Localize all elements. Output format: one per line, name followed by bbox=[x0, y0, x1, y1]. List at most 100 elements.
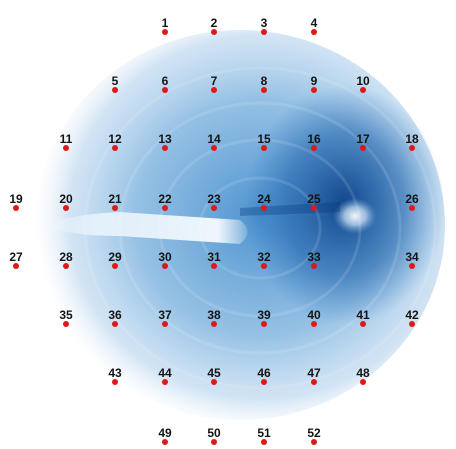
marker-dot bbox=[311, 205, 317, 211]
marker-dot bbox=[162, 321, 168, 327]
marker-label: 44 bbox=[158, 366, 172, 380]
marker-dot bbox=[409, 145, 415, 151]
marker-label: 46 bbox=[257, 366, 271, 380]
marker-dot bbox=[261, 321, 267, 327]
marker-dot bbox=[360, 321, 366, 327]
marker-label: 18 bbox=[405, 132, 419, 146]
density-rings bbox=[83, 66, 437, 390]
marker-label: 7 bbox=[210, 74, 218, 88]
density-hotspot bbox=[333, 198, 377, 234]
marker-dot bbox=[261, 379, 267, 385]
marker-label: 16 bbox=[307, 132, 321, 146]
marker-label: 33 bbox=[307, 250, 321, 264]
marker-dot bbox=[261, 145, 267, 151]
marker-dot bbox=[63, 321, 69, 327]
marker-label: 1 bbox=[161, 16, 169, 30]
marker-label: 24 bbox=[257, 192, 271, 206]
marker-dot bbox=[311, 439, 317, 445]
marker-dot bbox=[311, 263, 317, 269]
marker-dot bbox=[261, 87, 267, 93]
marker-dot bbox=[162, 87, 168, 93]
marker-label: 20 bbox=[59, 192, 73, 206]
marker-dot bbox=[112, 379, 118, 385]
marker-dot bbox=[311, 379, 317, 385]
marker-label: 31 bbox=[207, 250, 221, 264]
marker-label: 28 bbox=[59, 250, 73, 264]
marker-dot bbox=[13, 263, 19, 269]
marker-label: 10 bbox=[356, 74, 370, 88]
marker-label: 22 bbox=[158, 192, 172, 206]
marker-dot bbox=[162, 439, 168, 445]
marker-label: 19 bbox=[9, 192, 23, 206]
marker-dot bbox=[112, 87, 118, 93]
marker-label: 11 bbox=[59, 132, 73, 146]
marker-dot bbox=[211, 87, 217, 93]
marker-label: 36 bbox=[108, 308, 122, 322]
marker-dot bbox=[211, 379, 217, 385]
marker-dot bbox=[211, 205, 217, 211]
marker-label: 48 bbox=[356, 366, 370, 380]
marker-dot bbox=[261, 439, 267, 445]
marker-dot bbox=[211, 263, 217, 269]
marker-label: 50 bbox=[207, 426, 221, 440]
marker-label: 12 bbox=[108, 132, 122, 146]
marker-label: 45 bbox=[207, 366, 221, 380]
marker-label: 5 bbox=[111, 74, 119, 88]
marker-label: 27 bbox=[9, 250, 23, 264]
marker-dot bbox=[360, 379, 366, 385]
marker-dot bbox=[211, 439, 217, 445]
marker-dot bbox=[261, 29, 267, 35]
marker-label: 14 bbox=[207, 132, 221, 146]
marker-dot bbox=[112, 263, 118, 269]
marker-dot bbox=[211, 145, 217, 151]
density-streak bbox=[45, 212, 248, 244]
marker-dot bbox=[409, 205, 415, 211]
marker-dot bbox=[162, 263, 168, 269]
marker-label: 41 bbox=[356, 308, 370, 322]
marker-label: 39 bbox=[257, 308, 271, 322]
marker-label: 35 bbox=[59, 308, 73, 322]
marker-dot bbox=[311, 145, 317, 151]
marker-dot bbox=[360, 87, 366, 93]
marker-label: 29 bbox=[108, 250, 122, 264]
marker-label: 47 bbox=[307, 366, 321, 380]
marker-label: 2 bbox=[210, 16, 218, 30]
marker-dot bbox=[360, 145, 366, 151]
marker-label: 15 bbox=[257, 132, 271, 146]
marker-label: 26 bbox=[405, 192, 419, 206]
marker-label: 34 bbox=[405, 250, 419, 264]
marker-dot bbox=[112, 321, 118, 327]
marker-label: 21 bbox=[108, 192, 122, 206]
marker-label: 23 bbox=[207, 192, 221, 206]
marker-label: 25 bbox=[307, 192, 321, 206]
marker-label: 38 bbox=[207, 308, 221, 322]
marker-dot bbox=[311, 321, 317, 327]
marker-label: 4 bbox=[310, 16, 318, 30]
marker-dot bbox=[261, 263, 267, 269]
marker-label: 6 bbox=[161, 74, 169, 88]
marker-dot bbox=[63, 205, 69, 211]
marker-dot bbox=[162, 205, 168, 211]
marker-dot bbox=[112, 145, 118, 151]
marker-dot bbox=[409, 321, 415, 327]
marker-dot bbox=[211, 321, 217, 327]
marker-label: 49 bbox=[158, 426, 172, 440]
marker-dot bbox=[162, 29, 168, 35]
marker-dot bbox=[162, 379, 168, 385]
marker-dot bbox=[211, 29, 217, 35]
marker-label: 52 bbox=[307, 426, 321, 440]
marker-dot bbox=[63, 263, 69, 269]
marker-dot bbox=[162, 145, 168, 151]
marker-label: 32 bbox=[257, 250, 271, 264]
marker-label: 42 bbox=[405, 308, 419, 322]
marker-dot bbox=[13, 205, 19, 211]
marker-dot bbox=[63, 145, 69, 151]
marker-label: 9 bbox=[310, 74, 318, 88]
marker-dot bbox=[311, 87, 317, 93]
marker-label: 43 bbox=[108, 366, 122, 380]
marker-label: 37 bbox=[158, 308, 172, 322]
marker-label: 17 bbox=[356, 132, 370, 146]
marker-label: 13 bbox=[158, 132, 172, 146]
